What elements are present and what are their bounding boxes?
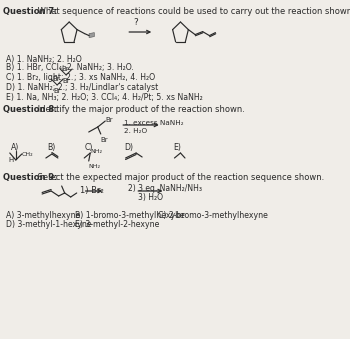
Text: NH₂: NH₂	[88, 164, 100, 169]
Text: C) 1. Br₂, light; 2.: C) 1. Br₂, light; 2.	[6, 73, 74, 82]
Text: 2) 3 eq. NaNH₂/NH₃: 2) 3 eq. NaNH₂/NH₃	[128, 184, 202, 193]
Text: D): D)	[124, 143, 133, 152]
Text: E): E)	[173, 143, 181, 152]
Text: 2. H₂O: 2. H₂O	[124, 128, 147, 134]
Text: What sequence of reactions could be used to carry out the reaction shown?: What sequence of reactions could be used…	[35, 7, 350, 16]
Text: D) 3-methyl-1-hexyne: D) 3-methyl-1-hexyne	[6, 220, 92, 229]
Text: E) 3-methyl-2-hexyne: E) 3-methyl-2-hexyne	[75, 220, 160, 229]
Text: Br: Br	[100, 137, 108, 143]
Text: Br: Br	[62, 66, 69, 72]
Text: Br: Br	[52, 76, 60, 82]
Text: 1. excess NaNH₂: 1. excess NaNH₂	[124, 120, 184, 126]
Text: B): B)	[47, 143, 56, 152]
Text: 3) H₂O: 3) H₂O	[138, 193, 163, 202]
Text: C) 2-bromo-3-methylhexyne: C) 2-bromo-3-methylhexyne	[158, 211, 268, 220]
Text: Select the expected major product of the reaction sequence shown.: Select the expected major product of the…	[35, 173, 324, 182]
Text: B) 1. HBr, CCl₄; 2. NaNH₂; 3. H₂O.: B) 1. HBr, CCl₄; 2. NaNH₂; 3. H₂O.	[6, 63, 134, 72]
Text: E) 1. Na, NH₃; 2. H₂O; 3. CCl₄; 4. H₂/Pt; 5. xs NaNH₂: E) 1. Na, NH₃; 2. H₂O; 3. CCl₄; 4. H₂/Pt…	[6, 93, 203, 102]
Text: Br: Br	[54, 88, 61, 94]
Text: A): A)	[11, 143, 20, 152]
Text: A) 1. NaNH₂; 2. H₂O: A) 1. NaNH₂; 2. H₂O	[6, 55, 82, 64]
Text: C): C)	[84, 143, 93, 152]
Text: D) 1. NaNH₂; 2.: D) 1. NaNH₂; 2.	[6, 83, 65, 92]
Text: Question 8:: Question 8:	[3, 105, 57, 114]
Text: CH₂: CH₂	[22, 152, 34, 157]
Text: Br: Br	[105, 117, 113, 123]
Text: NH₂: NH₂	[90, 149, 102, 154]
Text: Br: Br	[62, 78, 70, 84]
Text: 1) Br₂: 1) Br₂	[80, 186, 104, 195]
Text: ; 3. xs NaNH₂, 4. H₂O: ; 3. xs NaNH₂, 4. H₂O	[74, 73, 155, 82]
Text: Question 7:: Question 7:	[3, 7, 57, 16]
Text: A) 3-methylhexyne: A) 3-methylhexyne	[6, 211, 81, 220]
Text: H: H	[8, 157, 14, 163]
Text: Question 9:: Question 9:	[3, 173, 57, 182]
Text: ; 3. H₂/Lindlar's catalyst: ; 3. H₂/Lindlar's catalyst	[65, 83, 158, 92]
Text: Identify the major product of the reaction shown.: Identify the major product of the reacti…	[35, 105, 245, 114]
Text: B) 1-bromo-3-methylhexybe: B) 1-bromo-3-methylhexybe	[75, 211, 185, 220]
Polygon shape	[89, 33, 94, 38]
Text: ?: ?	[133, 18, 138, 27]
